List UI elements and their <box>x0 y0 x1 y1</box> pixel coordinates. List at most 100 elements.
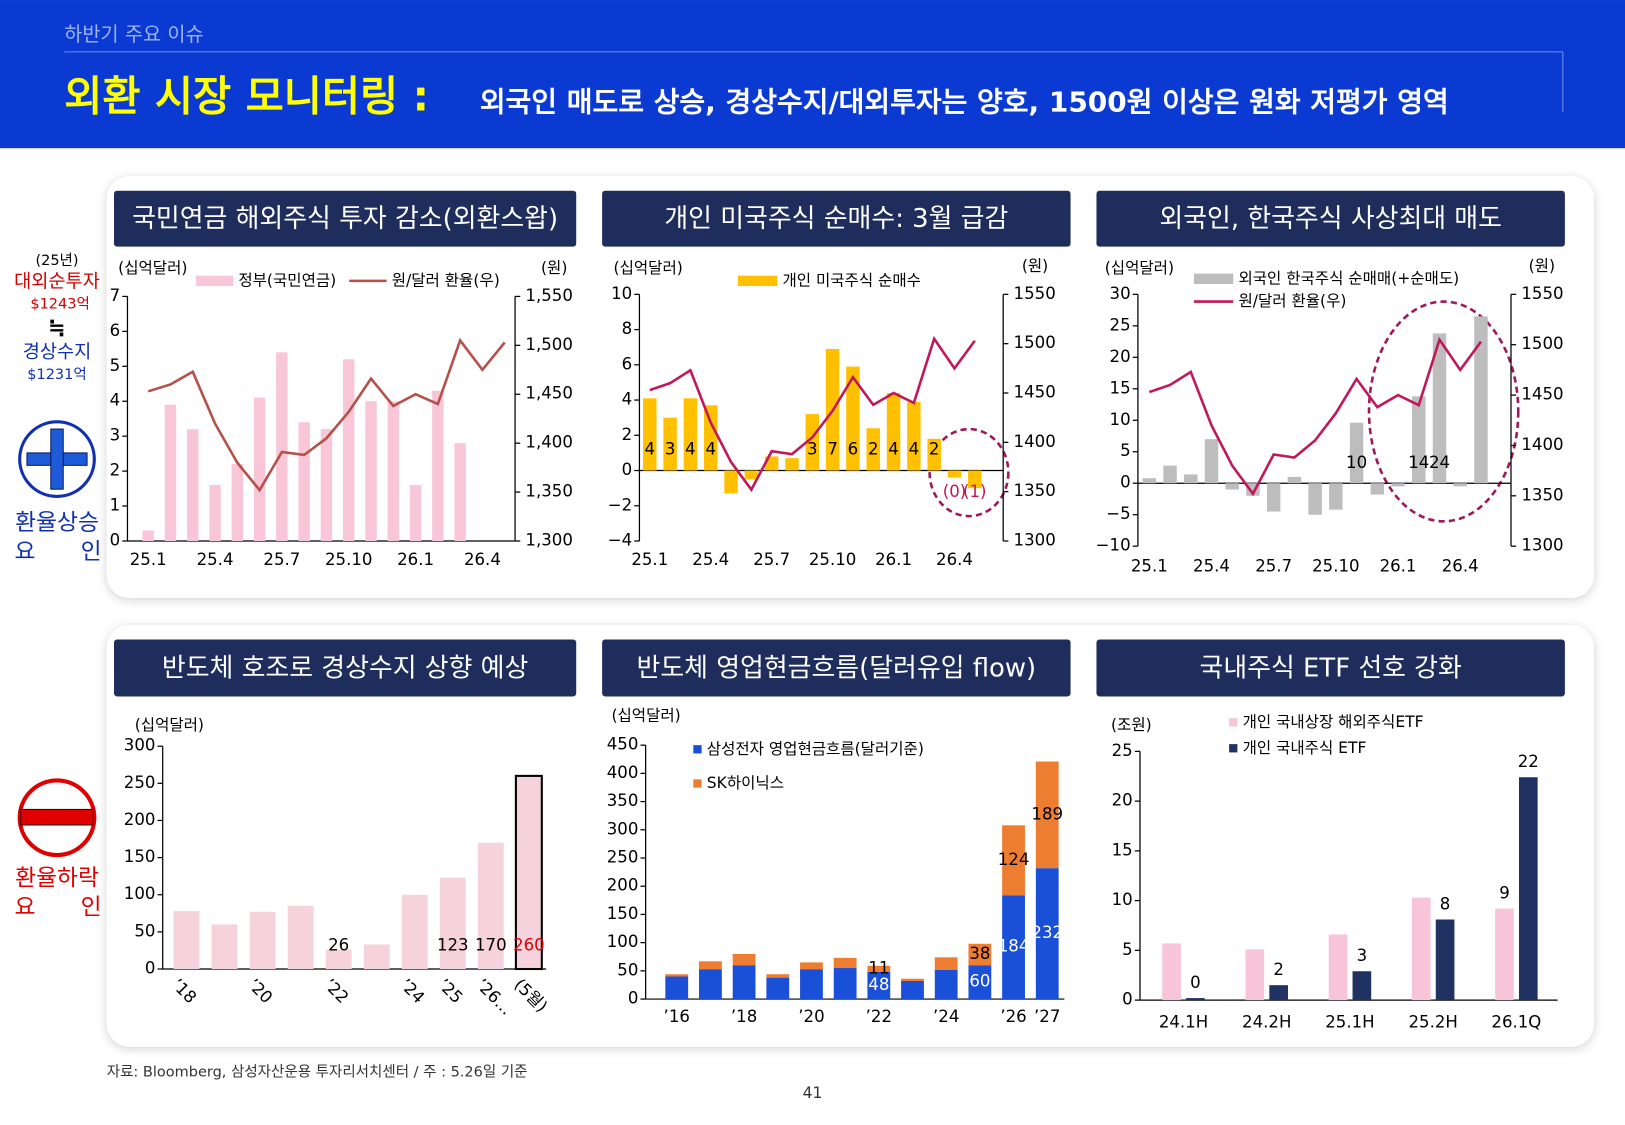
y2-tick-label: 1,550 <box>525 286 572 305</box>
y2-tick-label: 1,350 <box>525 482 572 501</box>
bar <box>968 965 992 1000</box>
y2-tick-label: 1450 <box>1521 385 1563 404</box>
bar <box>1162 943 1181 1001</box>
line-series <box>649 335 976 493</box>
legend-label: 개인 미국주식 순매수 <box>782 271 920 289</box>
x-tick-label: 25.1 <box>1131 556 1168 575</box>
legend-label: SK하이닉스 <box>707 774 784 792</box>
x-tick-label: 24.1H <box>1159 1012 1208 1031</box>
y-tick-label: 100 <box>607 932 639 951</box>
y-tick-label: 300 <box>124 736 156 755</box>
minus-icon <box>20 808 94 826</box>
y-tick-label: 30 <box>1110 284 1131 303</box>
bar <box>1349 422 1364 484</box>
bar <box>454 443 466 541</box>
x-tick-label: 26.1Q <box>1491 1012 1541 1031</box>
bar <box>867 965 891 972</box>
bar <box>298 422 310 541</box>
bar <box>866 428 880 471</box>
x-tick-label: ’20 <box>798 1007 824 1026</box>
bar <box>1163 465 1177 484</box>
chart-title-box <box>1096 639 1565 697</box>
bar <box>253 397 266 541</box>
bar <box>365 401 377 541</box>
x-tick-label: 26.1 <box>1380 556 1417 575</box>
y-tick-label: 0 <box>622 460 633 479</box>
bar <box>187 429 199 541</box>
y-tick-label: 150 <box>124 847 156 866</box>
y2-tick-label: 1550 <box>1521 284 1563 303</box>
bar <box>1435 919 1455 1001</box>
data-label: 6 <box>848 439 859 458</box>
bar <box>387 401 399 541</box>
plus-icon <box>50 428 64 490</box>
bar <box>1142 478 1157 484</box>
bar <box>1329 483 1343 510</box>
bar <box>1308 483 1322 515</box>
y2-tick-label: 1,500 <box>525 335 572 354</box>
bar <box>514 774 543 971</box>
bar <box>1225 483 1239 490</box>
legend-swatch <box>737 275 778 287</box>
bar <box>1287 476 1302 484</box>
side-label: 대외순투자 <box>14 271 100 292</box>
bar <box>800 969 823 1000</box>
x-tick-label: ’26 <box>1000 1007 1026 1026</box>
bar <box>343 359 355 541</box>
y-tick-label: 8 <box>622 319 633 338</box>
x-tick-label: 25.7 <box>263 550 300 569</box>
y2-tick-label: 1500 <box>1521 334 1563 353</box>
y-tick-label: 100 <box>124 884 156 903</box>
data-label: 48 <box>868 975 889 994</box>
highlight-circle <box>1367 300 1520 523</box>
bar <box>766 977 790 1000</box>
bar <box>320 429 333 541</box>
chart-title: 국민연금 해외주식 투자 감소(외환스왑) <box>132 204 558 234</box>
y-tick-label: 0 <box>1120 473 1131 492</box>
y-tick-label: 450 <box>607 735 639 754</box>
y-tick-label: −10 <box>1096 536 1131 555</box>
bar <box>1328 934 1348 1001</box>
y-tick-label: 25 <box>1112 741 1133 760</box>
y-tick-label: 50 <box>134 921 155 940</box>
x-tick-label: ’27 <box>1034 1007 1060 1026</box>
y-tick-label: 2 <box>110 461 121 480</box>
bar <box>1370 483 1385 495</box>
legend-label: 개인 국내상장 해외주식ETF <box>1243 713 1424 731</box>
bar <box>1184 474 1198 484</box>
line-series <box>147 337 506 493</box>
data-label: (1) <box>963 482 986 501</box>
data-label: 124 <box>998 850 1030 869</box>
data-label: 4 <box>685 439 696 458</box>
x-tick-label: 25.10 <box>325 550 372 569</box>
data-label: 22 <box>1518 752 1539 771</box>
y-tick-label: 10 <box>611 284 632 303</box>
bar <box>1204 439 1219 484</box>
legend-label: 외국인 한국주식 순매매(+순매도) <box>1238 269 1459 287</box>
y-tick-label: 4 <box>622 390 633 409</box>
y-tick-label: 15 <box>1110 378 1131 397</box>
y2-tick-label: 1300 <box>1521 536 1563 555</box>
y-tick-label: −2 <box>608 495 632 514</box>
y-tick-label: 1 <box>110 496 121 515</box>
bar <box>1495 908 1514 1001</box>
x-tick-label: 26.4 <box>1442 556 1479 575</box>
bar <box>439 877 466 970</box>
y-tick-label: 6 <box>622 354 633 373</box>
y2-tick-label: 1,300 <box>525 530 572 549</box>
line-series <box>1148 336 1482 497</box>
data-label: 7 <box>827 439 838 458</box>
y-tick-label: 0 <box>110 530 121 549</box>
x-tick-label: 25.10 <box>1312 556 1359 575</box>
page-number: 41 <box>803 1084 823 1102</box>
y2-tick-label: 1550 <box>1014 284 1056 303</box>
bar <box>732 953 756 966</box>
legend-label: 개인 국내주식 ETF <box>1243 739 1367 757</box>
data-label: 184 <box>998 937 1030 956</box>
x-tick-label: 25.4 <box>692 550 729 569</box>
bar <box>276 352 288 541</box>
bar <box>867 971 891 1000</box>
y-axis-label: (십억달러) <box>1105 259 1174 277</box>
data-label: 0 <box>1190 973 1201 992</box>
bar <box>833 957 857 969</box>
